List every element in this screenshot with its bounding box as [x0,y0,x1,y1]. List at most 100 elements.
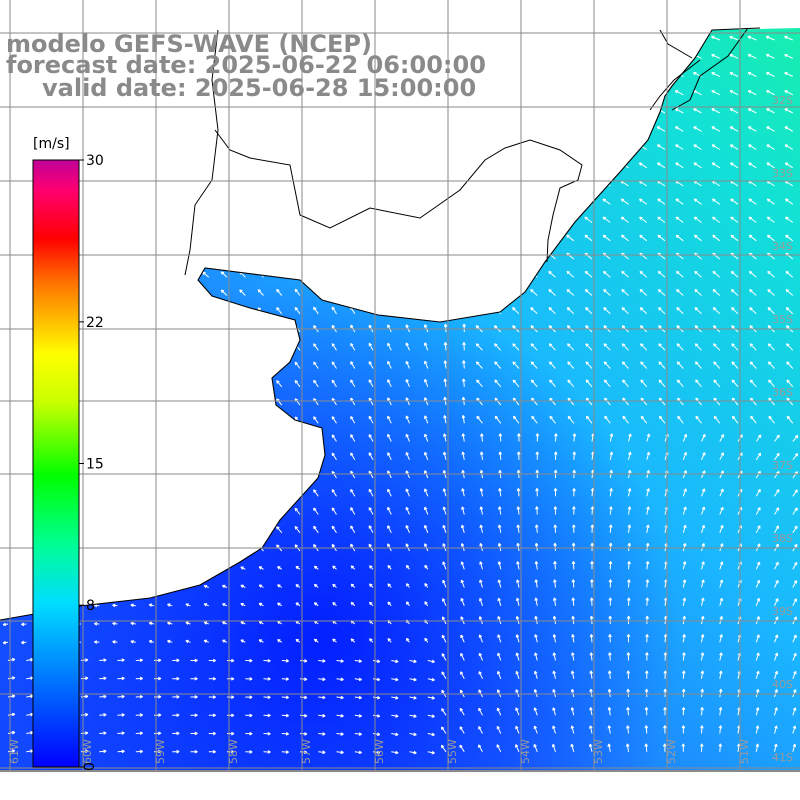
wind-arrow [165,235,173,242]
wind-arrow [547,90,556,96]
wind-arrow [589,652,594,661]
wind-arrow [658,379,666,388]
wind-arrow [621,343,629,351]
wind-arrow [405,415,410,424]
wind-arrow [146,527,155,534]
wind-arrow [755,452,762,461]
wind-arrow [463,196,467,205]
wind-arrow [368,233,374,242]
wind-arrow [239,398,246,406]
wind-arrow [676,343,684,351]
wind-arrow [515,670,520,679]
wind-arrow [601,90,611,96]
wind-arrow [784,35,793,41]
wind-arrow [220,216,228,223]
wind-arrow [299,695,308,700]
wind-arrow [331,160,337,169]
wind-arrow [299,732,308,736]
wind-arrow [601,126,611,132]
wind-arrow [336,695,344,700]
wind-arrow [646,488,650,497]
wind-arrow [566,307,575,315]
wind-arrow [372,695,381,700]
wind-arrow [748,144,757,150]
wind-arrow [239,471,246,479]
wind-arrow [528,53,538,59]
wind-arrow [91,254,100,260]
wind-arrow [135,713,143,717]
wind-arrow [313,525,319,534]
wind-arrow [511,252,520,260]
wind-arrow [640,343,648,351]
wind-arrow [459,707,465,716]
wind-arrow [368,415,374,424]
wind-arrow [405,160,410,168]
wind-arrow [517,433,521,442]
wind-arrow [257,216,264,223]
wind-arrow [257,252,264,260]
wind-arrow [552,688,556,698]
wind-arrow [494,415,502,424]
wind-arrow [478,707,483,716]
wind-arrow [183,290,191,296]
wind-arrow [441,634,447,643]
wind-arrow [626,634,631,643]
wind-arrow [583,35,593,41]
wind-arrow [619,35,629,41]
wind-arrow [153,695,162,699]
wind-arrow [553,542,557,552]
wind-arrow [590,561,594,570]
wind-arrow [461,506,465,515]
wind-arrow [711,72,721,77]
wind-arrow [146,436,155,442]
wind-arrow [208,749,216,754]
wind-arrow [409,714,417,718]
wind-arrow [730,198,739,205]
wind-arrow [626,725,630,734]
wind-arrow [712,307,721,315]
wind-arrow [533,707,538,716]
wind-arrow [510,162,520,169]
wind-arrow [492,53,502,59]
wind-arrow [331,142,337,150]
wind-arrow [0,128,9,132]
wind-arrow [146,509,155,515]
wind-arrow [644,688,649,698]
wind-arrow [80,694,89,699]
wind-arrow [135,658,143,663]
wind-arrow [639,234,648,242]
wind-arrow [222,621,228,625]
wind-arrow [128,327,137,333]
wind-arrow [585,361,593,369]
wind-arrow [792,453,799,461]
wind-arrow [183,198,191,205]
wind-arrow [713,415,721,424]
wind-arrow [91,400,100,406]
wind-arrow [167,621,173,626]
wind-arrow [222,584,228,589]
wind-arrow [621,270,629,278]
wind-arrow [603,343,611,351]
wind-arrow [494,343,502,351]
wind-arrow [354,695,362,700]
wind-arrow [128,345,137,351]
wind-arrow [91,382,100,388]
wind-arrow [492,35,501,41]
wind-arrow [185,566,191,571]
wind-arrow [0,383,9,388]
wind-arrow [128,236,137,242]
wind-arrow [368,525,374,534]
wind-arrow [240,584,246,588]
wind-arrow [571,579,576,588]
wind-arrow [460,543,465,552]
wind-arrow [240,566,246,570]
wind-arrow [294,288,301,296]
wind-arrow [0,474,9,479]
wind-arrow [585,343,593,351]
wind-arrow [203,639,209,644]
wind-arrow [424,269,429,278]
wind-arrow [226,713,235,718]
wind-arrow [263,713,271,718]
wind-arrow [443,305,448,314]
wind-arrow [662,743,667,752]
